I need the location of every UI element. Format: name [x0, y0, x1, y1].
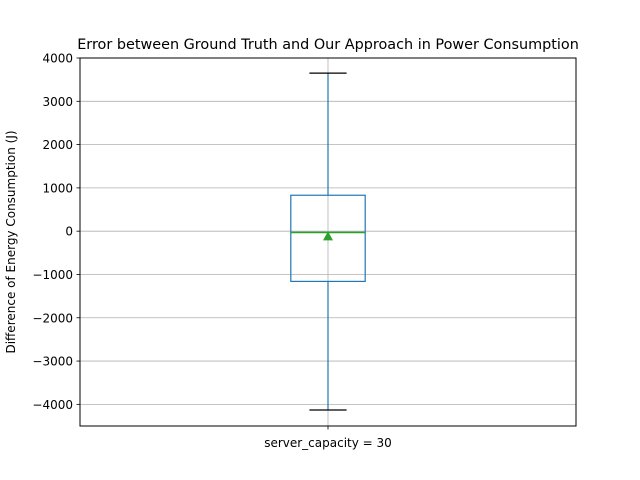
- y-axis-label: Difference of Energy Consumption (J): [4, 130, 18, 353]
- y-tick-label: 0: [65, 225, 73, 239]
- y-tick-label: 2000: [42, 138, 73, 152]
- x-tick-label: server_capacity = 30: [264, 436, 392, 450]
- iqr-box: [290, 194, 366, 282]
- mean-marker: [323, 231, 333, 241]
- y-tick-label: −1000: [32, 268, 73, 282]
- box-group: [290, 72, 366, 411]
- y-tick-label: 3000: [42, 95, 73, 109]
- chart-title: Error between Ground Truth and Our Appro…: [77, 37, 579, 53]
- y-tick-label: 4000: [42, 52, 73, 66]
- y-tick-label: −3000: [32, 355, 73, 369]
- x-axis-ticks: server_capacity = 30: [264, 426, 392, 450]
- y-tick-label: 1000: [42, 181, 73, 195]
- y-tick-label: −4000: [32, 398, 73, 412]
- y-tick-label: −2000: [32, 311, 73, 325]
- y-axis-ticks: 4000 3000 2000 1000 0 −1000 −2000 −3000 −4000: [32, 52, 80, 412]
